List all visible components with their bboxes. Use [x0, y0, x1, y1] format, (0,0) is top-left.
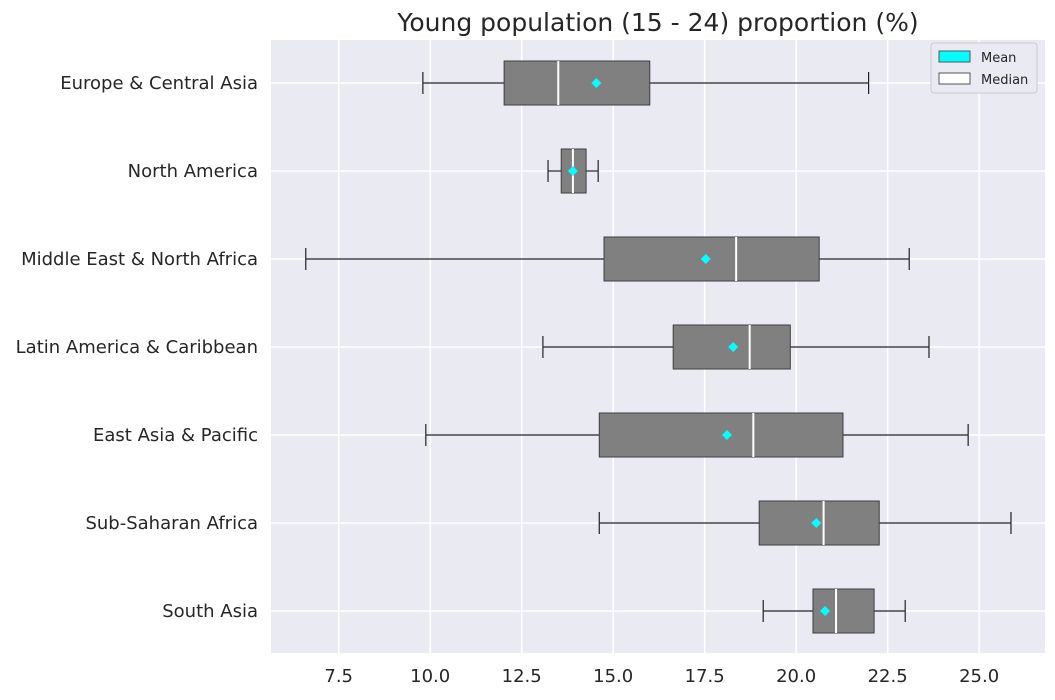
box-4 [425, 412, 969, 458]
iqr-box [503, 60, 651, 106]
x-tick-label: 12.5 [502, 666, 542, 687]
box-2 [305, 236, 910, 282]
mean-marker [700, 254, 711, 264]
box-6 [762, 588, 906, 634]
y-tick-label: Latin America & Caribbean [16, 337, 258, 358]
y-tick-label: East Asia & Pacific [93, 425, 258, 446]
mean-marker [820, 606, 831, 616]
iqr-box [603, 236, 820, 282]
x-tick-label: 15.0 [593, 666, 633, 687]
legend-median-label: Median [981, 73, 1028, 88]
y-tick-label: Europe & Central Asia [60, 73, 258, 94]
box-3 [542, 324, 930, 370]
x-axis-ticks: 7.5 10.0 12.5 15.0 17.5 20.0 22.5 25.0 [324, 666, 999, 687]
legend-median-swatch [938, 72, 971, 85]
y-tick-label: Middle East & North Africa [21, 249, 258, 270]
x-tick-label: 17.5 [685, 666, 725, 687]
y-axis-ticks: Europe & Central Asia North America Middle… [16, 73, 258, 622]
mean-marker [591, 78, 602, 88]
x-tick-label: 25.0 [959, 666, 999, 687]
x-tick-label: 7.5 [324, 666, 353, 687]
boxes [305, 60, 1012, 634]
y-tick-label: South Asia [162, 601, 258, 622]
x-tick-label: 20.0 [776, 666, 816, 687]
legend: Mean Median [930, 42, 1038, 94]
mean-marker [567, 166, 578, 176]
x-tick-label: 10.0 [410, 666, 450, 687]
legend-mean-swatch [938, 50, 971, 63]
mean-marker [721, 430, 732, 440]
box-1 [547, 148, 599, 194]
iqr-box [598, 412, 844, 458]
iqr-box [812, 588, 875, 634]
y-tick-label: Sub-Saharan Africa [85, 513, 258, 534]
mean-marker [811, 518, 822, 528]
box-5 [598, 500, 1012, 546]
legend-mean-label: Mean [981, 51, 1016, 66]
chart-title: Young population (15 - 24) proportion (%… [396, 8, 918, 37]
box-0 [422, 60, 870, 106]
mean-marker [728, 342, 739, 352]
y-tick-label: North America [128, 161, 258, 182]
x-tick-label: 22.5 [868, 666, 908, 687]
